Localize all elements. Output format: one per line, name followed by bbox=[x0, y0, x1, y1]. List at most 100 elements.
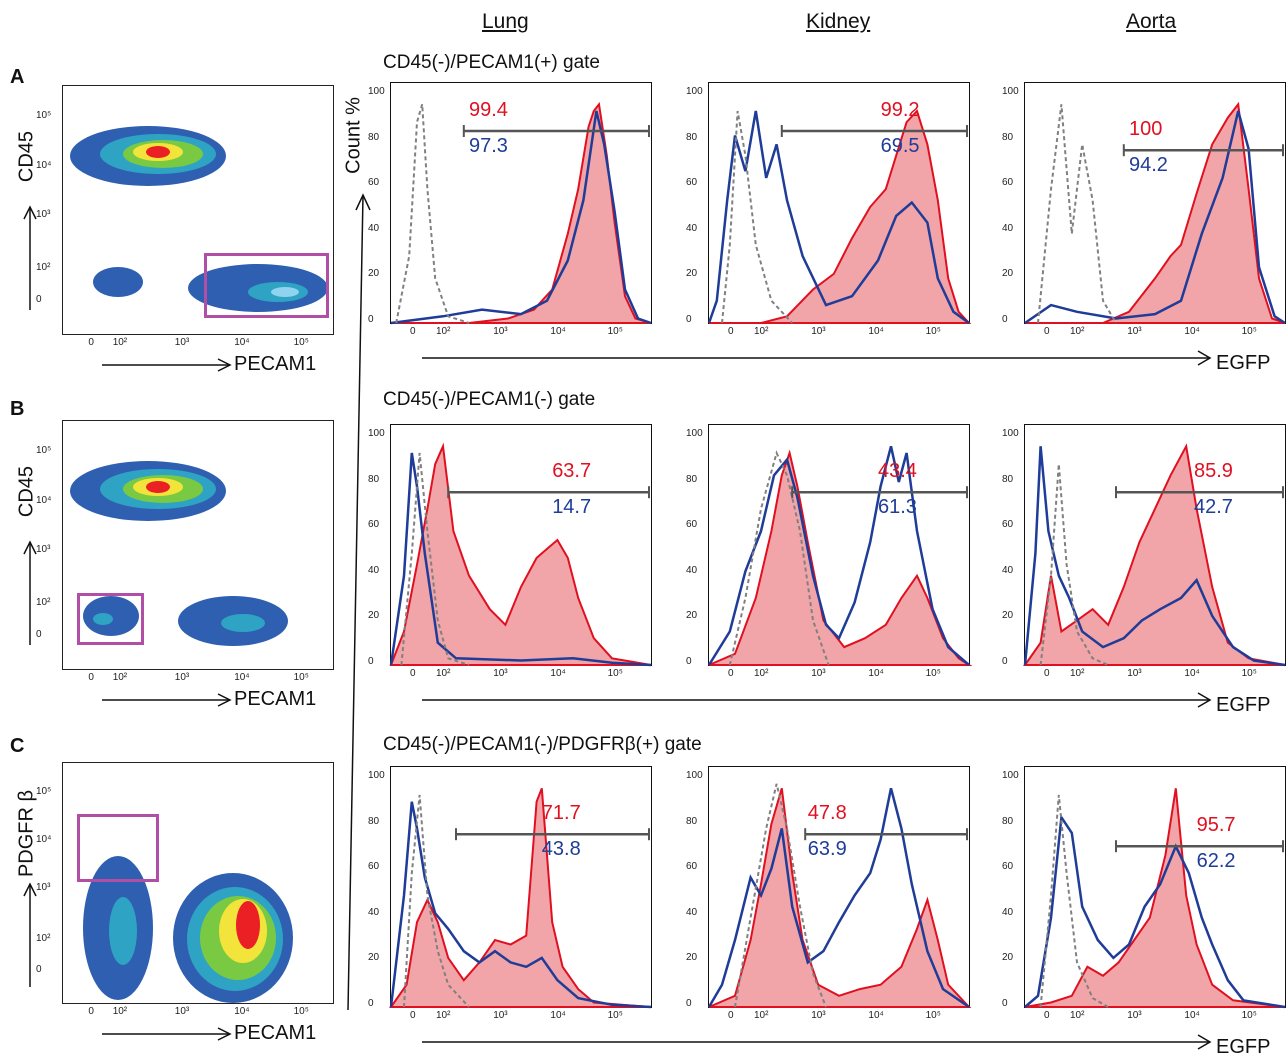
column-title-aorta: Aorta bbox=[1126, 10, 1177, 33]
hist-y-tick: 80 bbox=[1002, 815, 1014, 827]
dot-y-tick: 10² bbox=[36, 932, 51, 944]
hist-y-tick: 40 bbox=[686, 906, 698, 918]
red-series-area bbox=[1025, 101, 1286, 324]
dot-plot-c bbox=[62, 762, 334, 1004]
hist-x-tick: 0 bbox=[728, 326, 734, 337]
blue-percentage: 61.3 bbox=[878, 496, 917, 519]
hist-x-tick: 10² bbox=[754, 326, 769, 337]
hist-y-tick: 100 bbox=[368, 428, 385, 439]
hist-x-tick: 10⁴ bbox=[550, 326, 566, 337]
hist-y-tick: 0 bbox=[1002, 998, 1008, 1009]
gate-label-c: CD45(-)/PECAM1(-)/PDGFRβ(+) gate bbox=[383, 734, 702, 755]
control-series-line bbox=[721, 110, 793, 324]
density-contour bbox=[93, 267, 143, 297]
gate-label-a: CD45(-)/PECAM1(+) gate bbox=[383, 52, 600, 73]
hist-y-tick: 80 bbox=[368, 131, 380, 143]
dot-x-tick: 10⁵ bbox=[293, 337, 309, 348]
hist-y-tick: 20 bbox=[1002, 952, 1014, 964]
hist-y-tick: 20 bbox=[686, 268, 698, 280]
blue-series-line bbox=[1024, 813, 1286, 1009]
histogram-a-lung: 99.4 97.3 bbox=[390, 82, 652, 325]
dot-x-tick: 10³ bbox=[174, 1006, 190, 1017]
hist-x-tick: 10³ bbox=[1127, 326, 1142, 337]
gate-label-b: CD45(-)/PECAM1(-) gate bbox=[383, 389, 596, 410]
dot-y-tick: 10⁵ bbox=[36, 445, 52, 457]
hist-x-tick: 10² bbox=[436, 1010, 451, 1021]
hist-x-tick: 10⁵ bbox=[1241, 1010, 1257, 1021]
hist-x-tick: 0 bbox=[728, 668, 734, 679]
hist-x-tick: 10³ bbox=[811, 326, 826, 337]
dot-x-tick: 10² bbox=[112, 1006, 128, 1017]
hist-y-tick: 40 bbox=[368, 222, 380, 234]
hist-x-tick: 10⁵ bbox=[607, 668, 623, 679]
hist-y-tick: 60 bbox=[686, 861, 698, 873]
hist-x-tick: 0 bbox=[410, 1010, 416, 1021]
control-series-line bbox=[1037, 104, 1117, 324]
hist-x-tick: 10³ bbox=[811, 1010, 826, 1021]
dot-plot-a bbox=[62, 85, 334, 335]
hist-y-tick: 60 bbox=[368, 861, 380, 873]
hist-x-tick: 10³ bbox=[493, 1010, 508, 1021]
dot-x-axis-label: PECAM1 bbox=[234, 688, 317, 710]
hist-x-tick: 0 bbox=[1044, 1010, 1050, 1021]
dot-plot-b bbox=[62, 420, 334, 670]
hist-y-tick: 40 bbox=[686, 222, 698, 234]
density-contour bbox=[221, 614, 265, 632]
panel-letter-a: A bbox=[10, 66, 25, 88]
dot-y-tick: 10⁵ bbox=[36, 786, 52, 798]
blue-series-line bbox=[390, 110, 652, 325]
hist-y-tick: 100 bbox=[686, 86, 703, 97]
hist-x-tick: 10² bbox=[1070, 326, 1085, 337]
hist-x-tick: 10⁴ bbox=[1184, 326, 1200, 337]
hist-y-tick: 60 bbox=[686, 519, 698, 531]
blue-percentage: 42.7 bbox=[1194, 496, 1233, 519]
hist-x-tick: 10³ bbox=[493, 668, 508, 679]
red-percentage: 43.4 bbox=[878, 460, 917, 483]
red-percentage: 99.4 bbox=[469, 99, 508, 121]
hist-x-tick: 10³ bbox=[493, 326, 508, 337]
control-series-line bbox=[734, 783, 827, 1008]
egfp-axis-label: EGFP bbox=[1216, 1036, 1271, 1058]
hist-x-tick: 10⁵ bbox=[925, 1010, 941, 1021]
hist-y-tick: 100 bbox=[1002, 86, 1019, 97]
hist-y-tick: 20 bbox=[686, 610, 698, 622]
dot-x-tick: 0 bbox=[88, 672, 94, 683]
control-series-line bbox=[395, 104, 470, 324]
blue-percentage: 97.3 bbox=[469, 135, 508, 157]
hist-y-tick: 100 bbox=[686, 770, 703, 781]
dot-x-tick: 10³ bbox=[174, 337, 190, 348]
dot-y-tick: 10⁴ bbox=[36, 834, 52, 846]
hist-y-tick: 0 bbox=[368, 656, 374, 667]
hist-x-tick: 10² bbox=[1070, 1010, 1085, 1021]
hist-y-tick: 60 bbox=[686, 177, 698, 189]
density-contour bbox=[236, 901, 260, 949]
hist-y-tick: 40 bbox=[1002, 564, 1014, 576]
hist-x-tick: 10⁵ bbox=[925, 326, 941, 337]
blue-series-line bbox=[707, 110, 970, 325]
histogram-c-kidney: 47.8 63.9 bbox=[707, 766, 972, 1009]
hist-y-tick: 60 bbox=[1002, 519, 1014, 531]
hist-x-tick: 10⁵ bbox=[925, 668, 941, 679]
blue-percentage: 69.5 bbox=[880, 135, 920, 157]
dot-plot-density-b bbox=[70, 461, 288, 646]
hist-x-tick: 10⁴ bbox=[550, 1010, 566, 1021]
dot-x-tick: 10⁴ bbox=[234, 672, 250, 683]
histogram-a-kidney: 99.2 69.5 bbox=[707, 82, 972, 325]
dot-x-tick: 0 bbox=[88, 1006, 94, 1017]
hist-x-tick: 10² bbox=[436, 668, 451, 679]
density-contour bbox=[271, 287, 299, 297]
blue-percentage: 62.2 bbox=[1196, 850, 1236, 873]
hist-y-tick: 20 bbox=[368, 268, 380, 280]
red-percentage: 71.7 bbox=[541, 802, 581, 825]
hist-y-tick: 100 bbox=[686, 428, 703, 439]
count-axis-label: Count % bbox=[342, 97, 365, 174]
histogram-c-lung: 71.7 43.8 bbox=[389, 766, 652, 1009]
control-series-line bbox=[400, 452, 470, 666]
histogram-b-kidney: 43.4 61.3 bbox=[707, 424, 973, 666]
dot-x-tick: 10² bbox=[112, 672, 128, 683]
hist-x-tick: 10² bbox=[754, 668, 769, 679]
red-percentage: 85.9 bbox=[1194, 460, 1233, 483]
hist-y-tick: 100 bbox=[1002, 428, 1019, 439]
hist-y-tick: 0 bbox=[686, 314, 692, 325]
hist-x-tick: 10² bbox=[436, 326, 451, 337]
